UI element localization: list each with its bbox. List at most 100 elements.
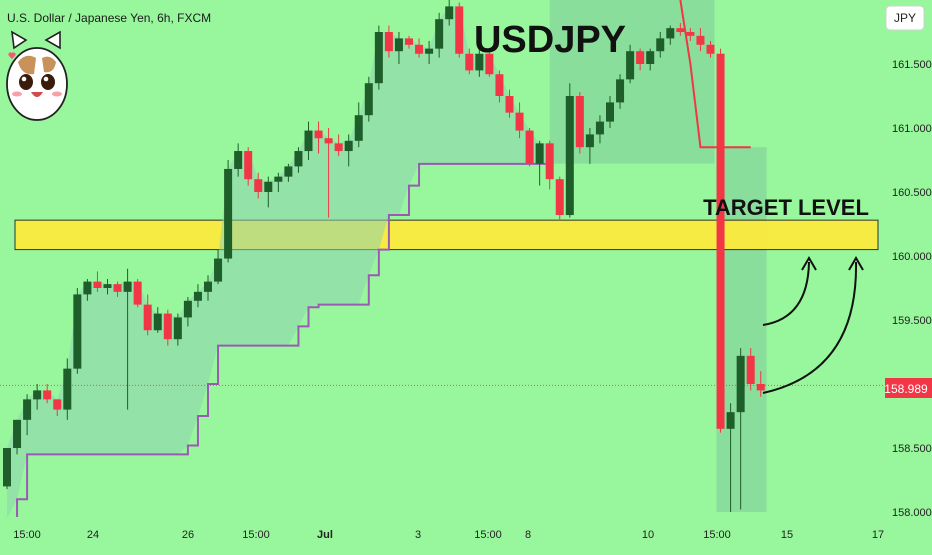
candle-body — [425, 48, 434, 54]
candle — [726, 403, 735, 512]
candle — [123, 268, 132, 410]
highlight-box — [716, 147, 767, 512]
candle-body — [53, 399, 62, 410]
y-tick-label: 158.000 — [892, 507, 932, 519]
target-level-label: TARGET LEVEL — [703, 195, 869, 220]
candle — [344, 134, 353, 167]
candle — [435, 12, 444, 58]
x-tick-label: 24 — [87, 529, 99, 541]
candle-body — [244, 151, 253, 180]
currency-badge[interactable] — [885, 5, 925, 31]
y-tick-label: 161.000 — [892, 123, 932, 135]
candle-body — [123, 281, 132, 292]
candle — [63, 358, 72, 420]
candle-body — [495, 74, 504, 96]
candle-body — [344, 140, 353, 152]
candle-body — [575, 96, 584, 148]
candle-body — [746, 355, 755, 384]
candle-body — [555, 179, 564, 216]
candle-body — [23, 399, 32, 420]
candle-body — [606, 102, 614, 122]
candle-body — [736, 355, 745, 413]
candle-body — [334, 143, 343, 152]
candle — [696, 28, 705, 52]
candle — [415, 38, 424, 58]
candle-body — [676, 28, 685, 32]
candle — [515, 102, 524, 139]
y-tick-label: 161.500 — [892, 59, 932, 71]
candle-body — [33, 390, 42, 400]
candle — [374, 25, 383, 90]
currency-badge-label: JPY — [894, 11, 916, 25]
candle — [686, 28, 695, 41]
last-price-badge — [885, 378, 932, 398]
candle — [254, 172, 263, 199]
candle-body — [364, 83, 373, 116]
candle — [545, 140, 554, 190]
candle-body — [686, 32, 695, 36]
candle — [405, 35, 413, 49]
candle-body — [294, 151, 303, 167]
trail-line — [7, 162, 550, 520]
candle-body — [354, 115, 363, 141]
candle — [153, 307, 162, 333]
x-tick-label: 8 — [525, 529, 531, 541]
candle — [485, 51, 494, 77]
x-tick-label: 26 — [182, 529, 194, 541]
candle — [535, 140, 544, 186]
candle — [33, 384, 42, 410]
candle-body — [626, 51, 635, 80]
candle-body — [93, 281, 102, 288]
candle — [284, 163, 293, 182]
candle — [676, 23, 685, 36]
candle-body — [505, 96, 514, 113]
candle-body — [435, 19, 444, 49]
candle-body — [224, 168, 233, 259]
candle-body — [63, 368, 72, 410]
candle — [525, 128, 534, 167]
candle — [224, 160, 233, 263]
candle-body — [384, 32, 393, 52]
candle-body — [274, 176, 283, 182]
candle — [133, 279, 142, 308]
candle — [565, 83, 574, 218]
candle — [73, 288, 82, 374]
candle-body — [636, 51, 645, 64]
candle — [113, 281, 122, 297]
candle-body — [535, 143, 544, 164]
candle-body — [83, 281, 92, 295]
y-tick-label: 158.500 — [892, 443, 932, 455]
candle-body — [73, 294, 82, 369]
candle-body — [143, 304, 152, 331]
candle — [555, 176, 564, 221]
candle-body — [254, 179, 263, 192]
symbol-line: U.S. Dollar / Japanese Yen, 6h, FXCM — [7, 11, 211, 25]
candle — [103, 279, 112, 295]
x-tick-label: 10 — [642, 529, 654, 541]
candle-body — [214, 258, 223, 282]
x-tick-label: Jul — [317, 529, 333, 541]
candle-body — [585, 134, 594, 148]
candle — [656, 32, 665, 58]
cat-face-icon — [6, 30, 68, 121]
candle-body — [133, 281, 142, 305]
x-tick-label: 15:00 — [242, 529, 270, 541]
candle-body — [405, 38, 413, 45]
candle — [756, 371, 765, 397]
candle-body — [193, 291, 202, 301]
candle — [3, 448, 11, 489]
candle-body — [324, 138, 333, 144]
candle — [595, 115, 604, 144]
candle-body — [656, 38, 665, 52]
candle — [23, 394, 32, 436]
candle — [716, 48, 725, 433]
trail-fill — [7, 6, 550, 519]
candle — [193, 284, 202, 308]
candle-body — [284, 166, 293, 177]
candle — [143, 294, 152, 336]
candle — [465, 48, 474, 75]
candle — [455, 2, 464, 58]
candle-body — [545, 143, 554, 180]
